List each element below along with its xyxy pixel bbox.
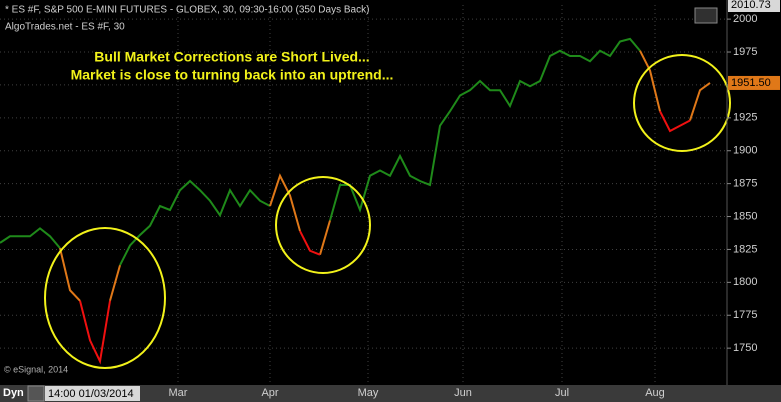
- x-tick-label: Mar: [169, 387, 188, 399]
- mode-button[interactable]: [27, 385, 45, 402]
- last-price-tag: [728, 75, 780, 90]
- x-tick-label: Jul: [555, 387, 569, 399]
- price-line: [79, 300, 111, 365]
- x-tick-label: Jun: [454, 387, 472, 399]
- grid: [0, 5, 727, 385]
- price-line: [329, 37, 641, 221]
- y-tick-label: 2000: [733, 13, 757, 25]
- price-line: [319, 220, 331, 255]
- chart-header: * ES #F, S&P 500 E-MINI FUTURES - GLOBEX…: [5, 5, 369, 16]
- cursor-box: [45, 386, 140, 401]
- y-tick-label: 1900: [733, 145, 757, 157]
- last-price-label: 1951.50: [731, 77, 771, 89]
- price-line: [639, 50, 661, 112]
- y-tick-label: 1975: [733, 46, 757, 58]
- price-line: [0, 227, 61, 249]
- price-line: [119, 179, 271, 266]
- x-tick-label: Aug: [645, 387, 665, 399]
- y-tick-label: 1875: [733, 178, 757, 190]
- y-tick-label: 2010.73: [731, 0, 771, 11]
- price-line: [689, 82, 711, 121]
- y-tick-label: 1925: [733, 112, 757, 124]
- y-tick-label: 1800: [733, 276, 757, 288]
- price-line: [109, 264, 121, 302]
- axis: 1750177518001825185018751900192519501975…: [169, 0, 780, 399]
- mode-label[interactable]: Dyn: [3, 387, 24, 399]
- price-line: [269, 173, 301, 232]
- copyright: © eSignal, 2014: [4, 364, 68, 374]
- y-tick-label: 1750: [733, 342, 757, 354]
- cursor-label: 14:00 01/03/2014: [48, 388, 134, 400]
- annotation: Market is close to turning back into an …: [71, 67, 394, 83]
- window-button[interactable]: [694, 7, 718, 24]
- annotation: Bull Market Corrections are Short Lived.…: [94, 49, 369, 65]
- highlight-circle: [275, 176, 371, 274]
- y-tick-label: 1775: [733, 309, 757, 321]
- price-lines: [0, 37, 711, 365]
- price-line: [59, 247, 81, 302]
- highlight-circle: [44, 227, 166, 369]
- x-tick-label: Apr: [261, 387, 278, 399]
- y-tick-label: 1850: [733, 210, 757, 222]
- price-line: [659, 110, 691, 133]
- y-tick-label: 1825: [733, 243, 757, 255]
- time-axis-bar: [0, 385, 781, 402]
- x-tick-label: May: [358, 387, 379, 399]
- top-value-box: [728, 0, 780, 12]
- highlight-circle: [633, 54, 731, 152]
- price-line: [299, 230, 321, 256]
- chart-subheader: AlgoTrades.net - ES #F, 30: [5, 22, 125, 33]
